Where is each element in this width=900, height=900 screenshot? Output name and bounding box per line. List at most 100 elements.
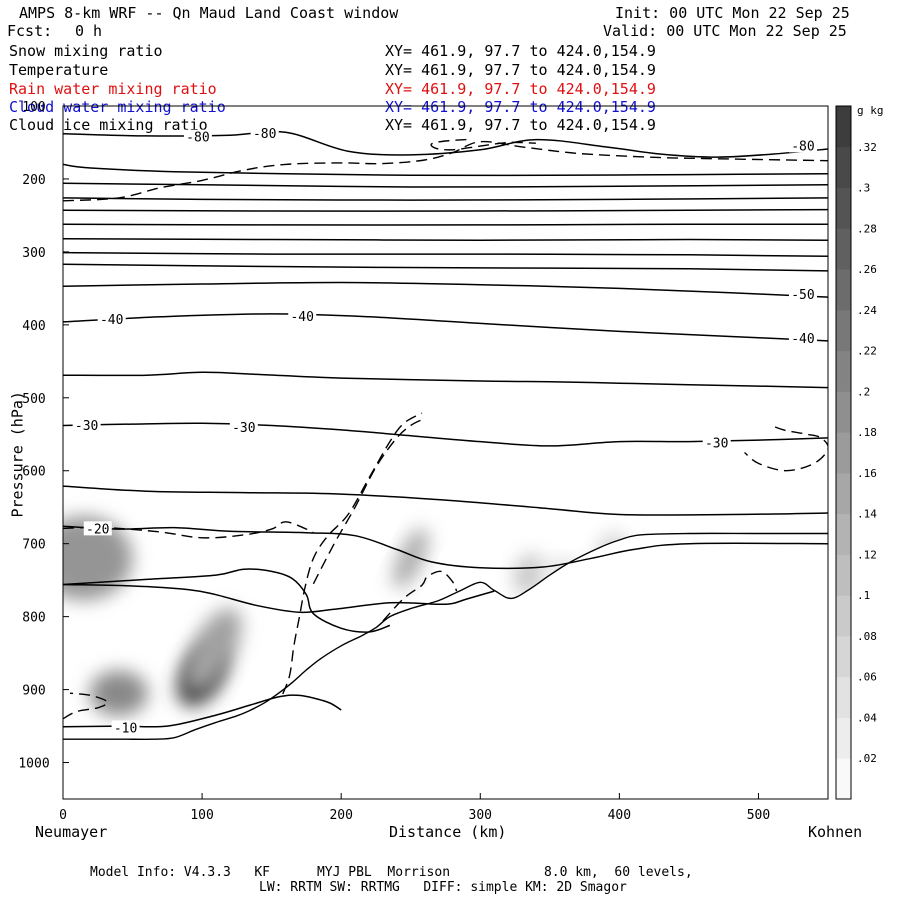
- y-tick-label: 100: [22, 100, 45, 115]
- chart-title: AMPS 8-km WRF -- Qn Maud Land Coast wind…: [19, 4, 399, 22]
- isotherm-6: [63, 238, 828, 241]
- colorbar-swatch: [836, 269, 851, 311]
- dashed-contour-7: [63, 692, 109, 720]
- mixing-ratio-shading: [63, 516, 828, 799]
- field-name-snow: Snow mixing ratio: [9, 42, 163, 60]
- colorbar-tick-label: .26: [857, 263, 877, 276]
- field-xy-snow: XY= 461.9, 97.7 to 424.0,154.9: [385, 42, 656, 60]
- colorbar-swatch: [836, 350, 851, 392]
- y-tick-label: 400: [22, 319, 45, 334]
- colorbar-swatch: [836, 676, 851, 718]
- colorbar-tick-label: .24: [857, 304, 877, 317]
- y-tick-label: 500: [22, 392, 45, 407]
- colorbar-swatch: [836, 391, 851, 433]
- x-tick-label: 500: [747, 808, 770, 823]
- contour-label: -50: [791, 288, 814, 303]
- x-right-endpoint: Kohnen: [808, 823, 863, 841]
- dashed-contour-4: [63, 521, 314, 539]
- valid-time: Valid: 00 UTC Mon 22 Sep 25: [603, 22, 847, 40]
- colorbar-frame: [835, 105, 852, 800]
- x-tick-label: 100: [190, 808, 213, 823]
- y-tick-label: 200: [22, 173, 45, 188]
- field-name-cloud-ice: Cloud ice mixing ratio: [9, 116, 208, 134]
- x-left-endpoint: Neumayer: [35, 823, 108, 841]
- contour-label: -40: [100, 313, 123, 328]
- field-xy-temperature: XY= 461.9, 97.7 to 424.0,154.9: [385, 61, 656, 79]
- shading-blob: [184, 608, 242, 691]
- colorbar-unit: g kg: [857, 104, 884, 117]
- contour-label-bg: [97, 312, 126, 327]
- isotherm-9: [63, 281, 828, 298]
- contour-label-bg: [702, 435, 731, 450]
- isotherm-10: [63, 313, 828, 342]
- contour-label: -30: [75, 419, 98, 434]
- x-axis-title: Distance (km): [389, 823, 507, 841]
- isotherm-13: [63, 485, 828, 516]
- below-ground-mask: [63, 533, 828, 799]
- isotherm-8: [63, 263, 828, 272]
- field-name-cloud-water: Cloud water mixing ratio: [9, 98, 226, 116]
- isotherm-1: [63, 163, 828, 177]
- colorbar-swatch: [836, 513, 851, 555]
- y-tick-label: 900: [22, 684, 45, 699]
- field-name-rain: Rain water mixing ratio: [9, 80, 217, 98]
- colorbar-tick-label: .28: [857, 222, 877, 235]
- colorbar-swatch: [836, 758, 851, 800]
- colorbar-tick-label: .2: [857, 385, 870, 398]
- y-tick-label: 700: [22, 538, 45, 553]
- colorbar-tick-label: .02: [857, 752, 877, 765]
- contour-label-bg: [72, 417, 101, 432]
- isotherm-3: [63, 197, 828, 201]
- isotherm-16: [63, 568, 391, 633]
- colorbar-tick-label: .12: [857, 548, 877, 561]
- contour-label-bg: [250, 125, 279, 140]
- field-xy-cloud-ice: XY= 461.9, 97.7 to 424.0,154.9: [385, 116, 656, 134]
- fcst-value: 0 h: [75, 22, 103, 40]
- contour-label: -80: [253, 127, 276, 142]
- colorbar-swatch: [836, 187, 851, 229]
- y-axis-title: Pressure (hPa): [8, 391, 27, 518]
- fcst-label: Fcst:: [7, 22, 53, 40]
- colorbar-tick-label: .18: [857, 426, 877, 439]
- colorbar-swatch: [836, 635, 851, 678]
- isotherm-0: [63, 130, 828, 158]
- isotherm-14: [63, 525, 828, 570]
- isotherm-4: [63, 208, 828, 212]
- colorbar-tick-label: .14: [857, 508, 877, 521]
- dashed-contour-0: [63, 140, 828, 202]
- colorbar-tick-label: .08: [857, 630, 877, 643]
- colorbar-tick-label: .1: [857, 589, 870, 602]
- colorbar-tick-label: .06: [857, 671, 877, 684]
- colorbar-swatch: [836, 554, 851, 596]
- colorbar-swatch: [836, 106, 851, 148]
- y-tick-label: 800: [22, 611, 45, 626]
- contour-label-bg: [788, 138, 817, 153]
- contour-label: -10: [114, 722, 137, 737]
- colorbar-swatch: [836, 717, 851, 759]
- isotherm-2: [63, 182, 828, 188]
- shading-blob: [63, 516, 133, 601]
- contour-label-bg: [229, 419, 258, 434]
- colorbar-swatch: [836, 228, 851, 270]
- contour-label-bg: [111, 720, 140, 735]
- isotherm-7: [63, 251, 828, 258]
- x-tick-label: 300: [469, 808, 492, 823]
- contour-label: -40: [791, 332, 814, 347]
- colorbar-swatch: [836, 472, 851, 515]
- isotherm-12: [63, 422, 828, 447]
- dashed-contour-5: [382, 570, 458, 622]
- y-tick-label: 300: [22, 246, 45, 261]
- colorbar-tick-label: .04: [857, 711, 877, 724]
- contour-label-bg: [83, 521, 112, 536]
- colorbar-swatch: [836, 146, 851, 189]
- colorbar-swatch: [836, 309, 851, 352]
- contour-label-bg: [788, 330, 817, 345]
- colorbar-swatch: [836, 432, 851, 474]
- x-tick-label: 0: [59, 808, 67, 823]
- shading-blob: [392, 528, 429, 589]
- field-name-temperature: Temperature: [9, 61, 109, 79]
- contour-label-bg: [183, 129, 212, 144]
- contour-label: -80: [791, 139, 814, 154]
- model-info: Model Info: V4.3.3 KF MYJ PBL Morrison 8…: [90, 865, 693, 880]
